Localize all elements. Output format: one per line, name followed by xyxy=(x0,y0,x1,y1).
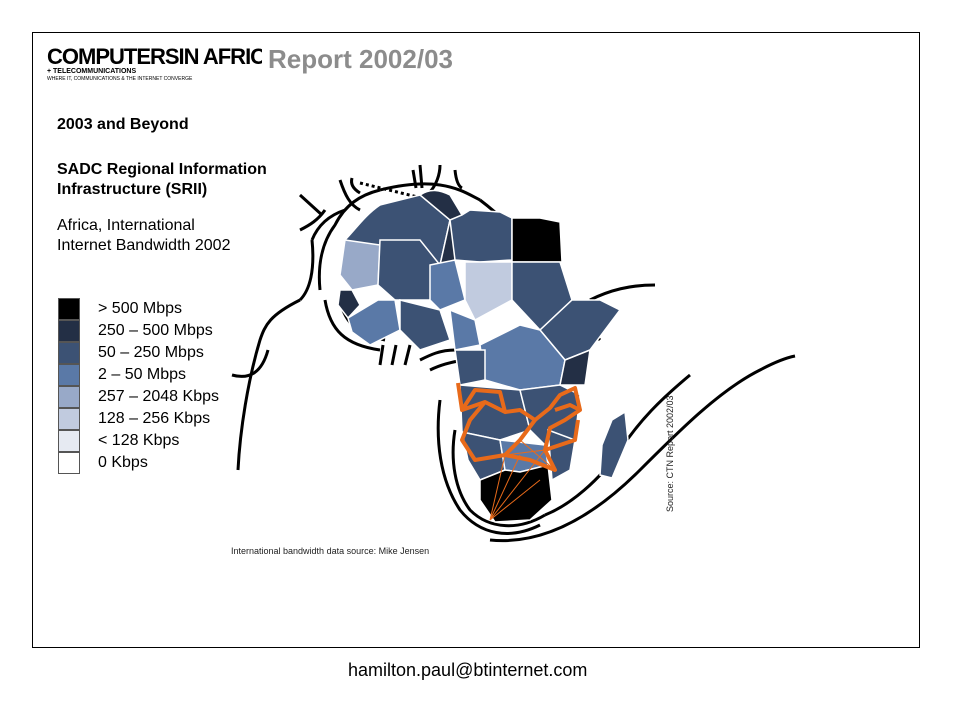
legend-label: 50 – 250 Mbps xyxy=(98,344,204,361)
country-region xyxy=(464,261,513,322)
legend-label: < 128 Kbps xyxy=(98,432,180,449)
africa-bandwidth-map xyxy=(231,164,796,543)
legend-swatch xyxy=(58,298,80,320)
legend-item: 0 Kbps xyxy=(58,452,278,474)
legend-item: 2 – 50 Mbps xyxy=(58,364,278,386)
legend-item: < 128 Kbps xyxy=(58,430,278,452)
computers-in-africa-logo: COMPUTERSIN AFRICA + TELECOMMUNICATIONS … xyxy=(47,44,262,82)
bandwidth-source-note: International bandwidth data source: Mik… xyxy=(231,546,430,556)
legend-swatch xyxy=(58,364,80,386)
country-south-africa xyxy=(479,464,553,523)
africa-countries xyxy=(337,189,629,523)
legend-item: 50 – 250 Mbps xyxy=(58,342,278,364)
legend-swatch xyxy=(58,320,80,342)
country-region xyxy=(429,259,466,311)
report-source-note: Source: CTN Report 2002/03 xyxy=(665,395,675,512)
country-region xyxy=(449,209,513,263)
srii-connections xyxy=(489,439,556,521)
legend-item: 257 – 2048 Kbps xyxy=(58,386,278,408)
country-region xyxy=(559,348,591,386)
country-region xyxy=(459,384,531,441)
legend-swatch xyxy=(58,408,80,430)
legend-label: > 500 Mbps xyxy=(98,300,183,317)
country-region xyxy=(339,239,381,291)
section-title: 2003 and Beyond xyxy=(57,116,189,133)
footer-email: hamilton.paul@btinternet.com xyxy=(348,660,588,680)
legend-label: 0 Kbps xyxy=(98,454,148,471)
country-madagascar xyxy=(599,410,629,479)
legend-label: 257 – 2048 Kbps xyxy=(98,388,219,405)
report-title: Report 2002/03 xyxy=(268,44,453,74)
country-egypt xyxy=(511,217,563,263)
country-region xyxy=(337,289,361,320)
map-subtitle: Africa, International Internet Bandwidth… xyxy=(57,217,231,254)
srii-network xyxy=(456,382,582,472)
legend-label: 2 – 50 Mbps xyxy=(98,366,187,383)
legend-item: 128 – 256 Kbps xyxy=(58,408,278,430)
legend-swatch xyxy=(58,430,80,452)
country-region xyxy=(454,349,486,386)
svg-text:WHERE IT, COMMUNICATIONS & THE: WHERE IT, COMMUNICATIONS & THE INTERNET … xyxy=(47,76,193,82)
legend-item: 250 – 500 Mbps xyxy=(58,320,278,342)
legend-item: > 500 Mbps xyxy=(58,298,278,320)
legend-swatch xyxy=(58,452,80,474)
country-region xyxy=(399,299,451,351)
legend-swatch xyxy=(58,386,80,408)
legend-label: 128 – 256 Kbps xyxy=(98,410,211,427)
legend-label: 250 – 500 Mbps xyxy=(98,322,213,339)
svg-text:+ TELECOMMUNICATIONS: + TELECOMMUNICATIONS xyxy=(47,68,136,75)
project-title: SADC Regional Information Infrastructure… xyxy=(57,161,267,198)
legend-swatch xyxy=(58,342,80,364)
svg-text:COMPUTERSIN AFRICA: COMPUTERSIN AFRICA xyxy=(47,44,262,69)
